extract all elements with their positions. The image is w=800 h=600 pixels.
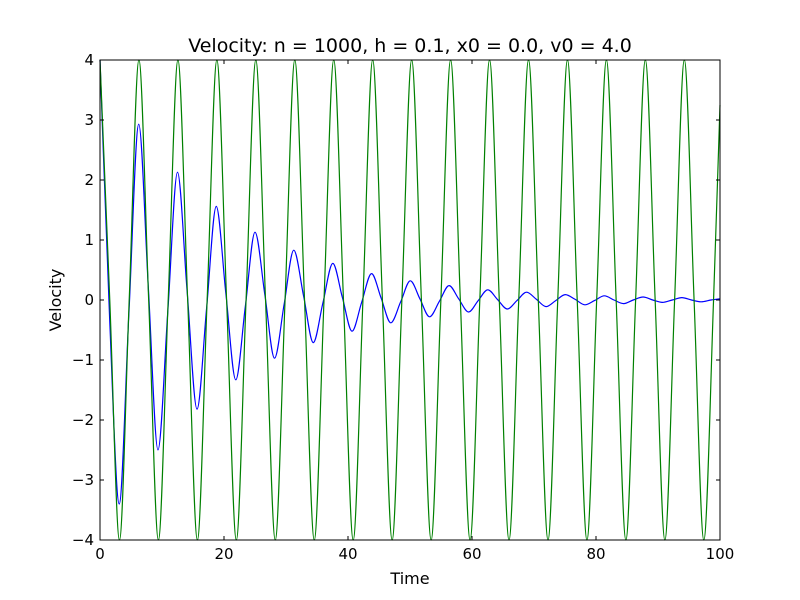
y-tick-label: 1: [84, 231, 94, 249]
y-tick-label: 2: [84, 171, 94, 189]
y-tick-label: −2: [72, 411, 94, 429]
chart-title: Velocity: n = 1000, h = 0.1, x0 = 0.0, v…: [188, 35, 632, 57]
y-tick-label: −1: [72, 351, 94, 369]
x-tick-label: 0: [95, 545, 105, 563]
x-tick-label: 60: [462, 545, 481, 563]
y-tick-label: −4: [72, 531, 94, 549]
plot-area: 0 20 40 60 80 100 −4 −3 −2 −1 0 1 2 3 4: [72, 51, 734, 563]
y-tick-label: 4: [84, 51, 94, 69]
y-axis-label: Velocity: [46, 269, 65, 332]
x-tick-label: 80: [586, 545, 605, 563]
x-tick-label: 40: [338, 545, 357, 563]
y-tick-label: −3: [72, 471, 94, 489]
x-tick-label: 20: [214, 545, 233, 563]
x-tick-label: 100: [706, 545, 735, 563]
x-axis-label: Time: [389, 569, 429, 588]
ticks-layer: 0 20 40 60 80 100 −4 −3 −2 −1 0 1 2 3 4: [72, 51, 734, 563]
y-tick-label: 0: [84, 291, 94, 309]
series-line-1: [99, 59, 721, 505]
y-tick-label: 3: [84, 111, 94, 129]
